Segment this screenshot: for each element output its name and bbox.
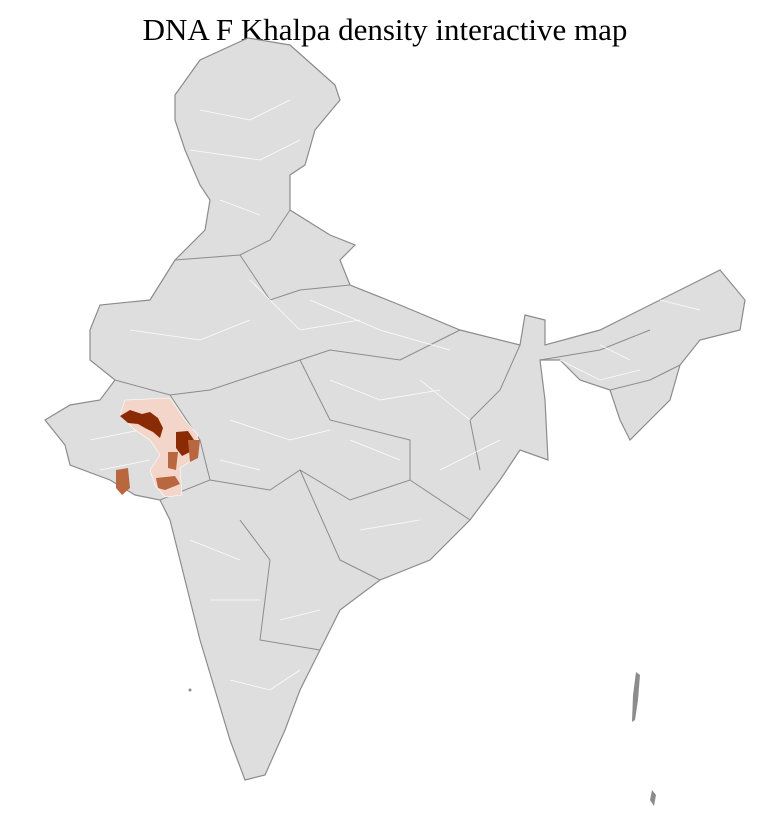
india-outline [44, 37, 746, 781]
state-borders [114, 209, 681, 651]
andaman-islands[interactable] [632, 672, 640, 722]
district-mid-density[interactable] [156, 476, 180, 490]
district-mid-density[interactable] [168, 452, 178, 470]
district-high-density[interactable] [120, 410, 163, 438]
islands [188, 672, 656, 806]
lakshadweep[interactable] [188, 688, 192, 692]
district-borders [89, 99, 701, 691]
map-title: DNA F Khalpa density interactive map [142, 12, 628, 47]
mainland[interactable] [44, 37, 746, 781]
highlighted-districts [116, 397, 200, 498]
district-mid-density[interactable] [116, 468, 130, 495]
district-mid-density[interactable] [188, 440, 200, 462]
nicobar-islands[interactable] [650, 790, 656, 806]
